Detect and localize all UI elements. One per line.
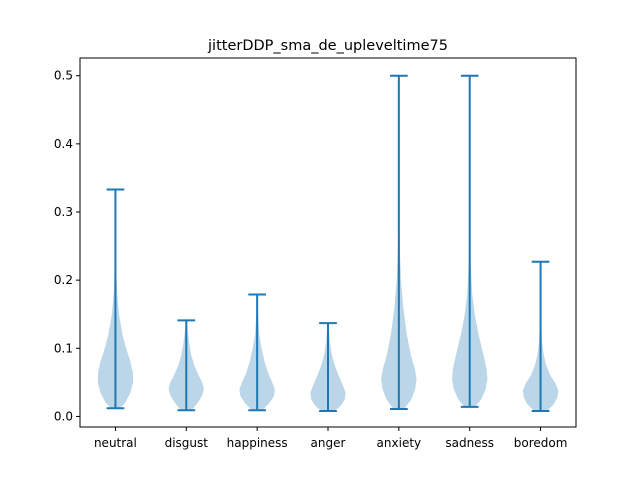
x-tick-label: anger bbox=[311, 436, 346, 450]
chart-title: jitterDDP_sma_de_upleveltime75 bbox=[207, 38, 448, 54]
x-tick-label: boredom bbox=[514, 436, 568, 450]
x-tick-label: anxiety bbox=[377, 436, 422, 450]
x-axis: neutral disgust happiness anger anxiety sadne… bbox=[94, 427, 567, 450]
x-tick-label: sadness bbox=[445, 436, 494, 450]
violins-group bbox=[97, 74, 559, 412]
y-tick-label: 0.0 bbox=[54, 409, 73, 423]
x-tick-label: happiness bbox=[227, 436, 288, 450]
y-tick-label: 0.3 bbox=[54, 205, 73, 219]
y-tick-label: 0.5 bbox=[54, 69, 73, 83]
x-tick-label: neutral bbox=[94, 436, 137, 450]
plot-frame bbox=[79, 57, 577, 428]
y-tick-label: 0.1 bbox=[54, 341, 73, 355]
y-tick-label: 0.4 bbox=[54, 137, 73, 151]
y-axis: 0.0 0.1 0.2 0.3 0.4 0.5 bbox=[54, 69, 80, 423]
x-tick-label: disgust bbox=[165, 436, 209, 450]
y-tick-label: 0.2 bbox=[54, 273, 73, 287]
